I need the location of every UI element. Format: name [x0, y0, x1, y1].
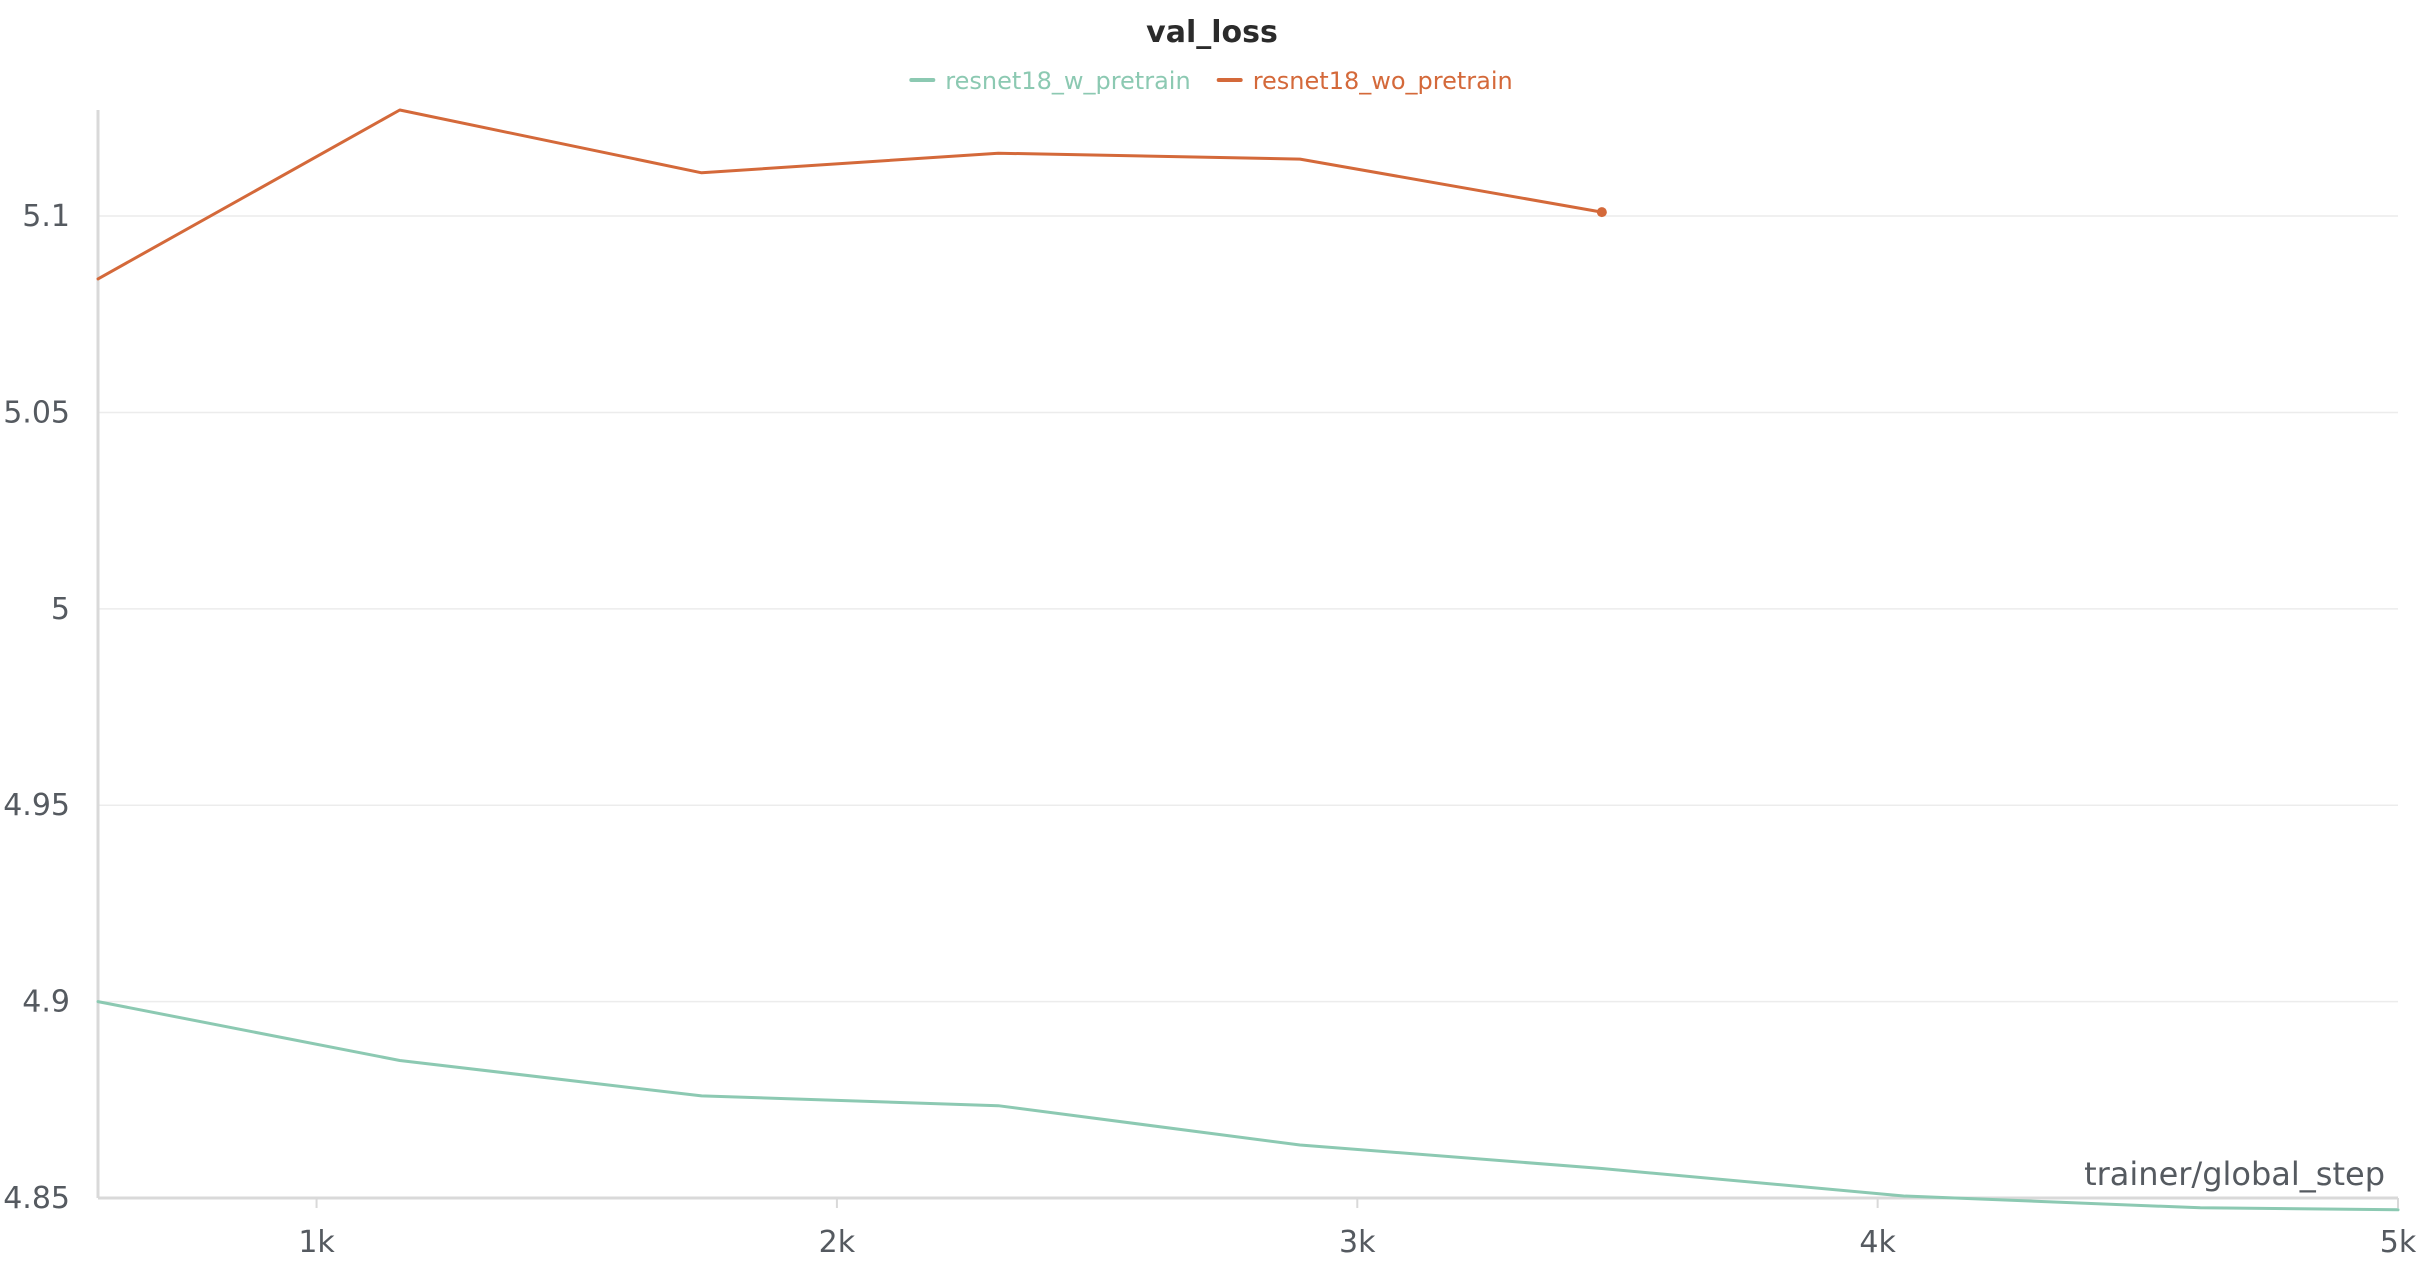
y-tick-label: 4.9	[22, 985, 70, 1020]
x-tick-label: 5k	[2380, 1225, 2417, 1260]
x-tick-label: 2k	[819, 1225, 856, 1260]
legend: resnet18_w_pretrain resnet18_wo_pretrain	[909, 67, 1513, 95]
x-tick-label: 4k	[1859, 1225, 1896, 1260]
series-line-resnet18_wo_pretrain	[96, 108, 1604, 281]
series-endpoint-marker	[1596, 207, 1607, 218]
axes	[96, 110, 2398, 1200]
chart-title: val_loss	[1146, 15, 1278, 50]
x-axis-label: trainer/global_step	[2084, 1155, 2385, 1193]
x-tick-label: 1k	[298, 1225, 335, 1260]
y-tick-label: 4.85	[3, 1181, 70, 1216]
grid	[98, 215, 2398, 1003]
x-tick-label: 3k	[1339, 1225, 1376, 1260]
y-tick-label: 5.05	[3, 395, 70, 430]
y-tick-label: 5.1	[22, 199, 70, 234]
series-group	[96, 108, 2400, 1212]
ticks: 4.85 4.9 4.95 5 5.05 5.1 1k 2k 3k 4k 5k	[3, 199, 2417, 1260]
y-tick-label: 4.95	[3, 788, 70, 823]
y-tick-label: 5	[51, 592, 70, 627]
series-line-resnet18_w_pretrain	[96, 1000, 2400, 1212]
legend-item[interactable]: resnet18_wo_pretrain	[1216, 67, 1513, 95]
legend-item[interactable]: resnet18_w_pretrain	[909, 67, 1191, 95]
legend-label: resnet18_wo_pretrain	[1253, 67, 1513, 95]
legend-label: resnet18_w_pretrain	[945, 67, 1190, 95]
